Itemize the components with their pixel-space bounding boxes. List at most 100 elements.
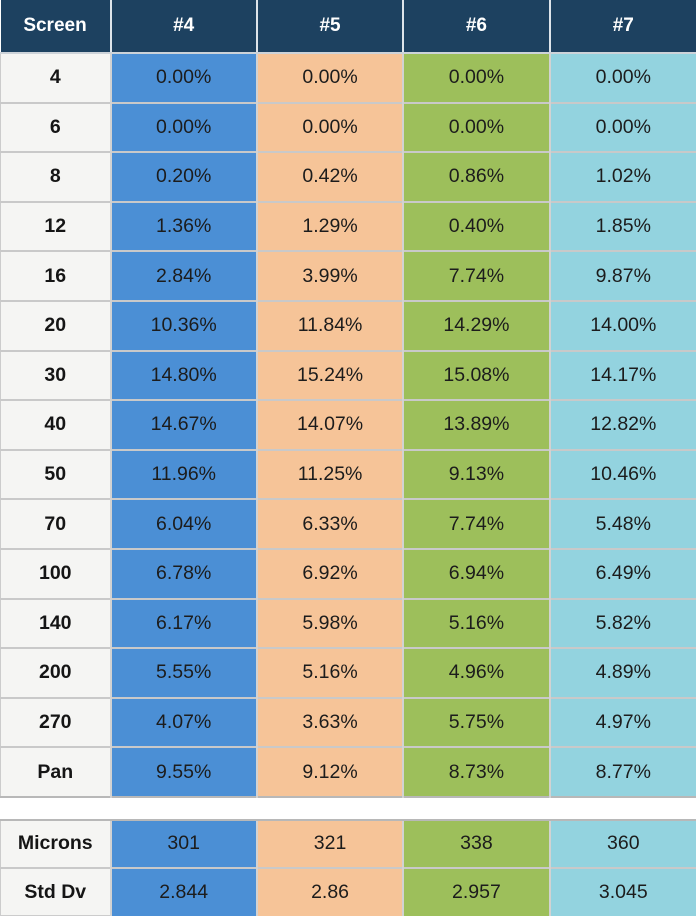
value-cell: 5.75% [403,698,549,748]
value-cell: 5.98% [257,599,403,649]
screen-label: 200 [1,648,111,698]
value-cell: 3.63% [257,698,403,748]
value-cell: 0.00% [550,53,696,103]
value-cell: 4.96% [403,648,549,698]
value-cell: 6.33% [257,499,403,549]
value-cell: 14.29% [403,301,549,351]
value-cell: 2.844 [111,868,257,916]
value-cell: 1.85% [550,202,696,252]
value-cell: 4.07% [111,698,257,748]
header-row: Screen #4 #5 #6 #7 [1,0,696,53]
spacer-body [1,797,696,820]
value-cell: 6.94% [403,549,549,599]
value-cell: 9.12% [257,747,403,797]
value-cell: 8.77% [550,747,696,797]
screen-label: Microns [1,820,111,868]
value-cell: 14.00% [550,301,696,351]
value-cell: 4.89% [550,648,696,698]
value-cell: 0.42% [257,152,403,202]
spacer-row [1,797,696,820]
value-cell: 0.86% [403,152,549,202]
value-cell: 338 [403,820,549,868]
value-cell: 10.36% [111,301,257,351]
screen-label: 4 [1,53,111,103]
value-cell: 2.84% [111,251,257,301]
value-cell: 11.84% [257,301,403,351]
value-cell: 14.17% [550,351,696,401]
value-cell: 9.55% [111,747,257,797]
value-cell: 3.99% [257,251,403,301]
value-cell: 5.48% [550,499,696,549]
spacer-cell [1,797,696,820]
value-cell: 11.25% [257,450,403,500]
screen-label: 140 [1,599,111,649]
screen-label: 16 [1,251,111,301]
value-cell: 301 [111,820,257,868]
screen-label: 40 [1,400,111,450]
value-cell: 5.82% [550,599,696,649]
screen-label: 100 [1,549,111,599]
value-cell: 0.00% [257,103,403,153]
value-cell: 5.55% [111,648,257,698]
column-header-sample-5: #5 [257,0,403,53]
value-cell: 6.78% [111,549,257,599]
screen-label: 30 [1,351,111,401]
value-cell: 0.00% [403,103,549,153]
value-cell: 14.80% [111,351,257,401]
value-cell: 12.82% [550,400,696,450]
value-cell: 0.00% [257,53,403,103]
screen-label: 12 [1,202,111,252]
screen-label: 20 [1,301,111,351]
column-header-screen: Screen [1,0,111,53]
value-cell: 5.16% [257,648,403,698]
value-cell: 5.16% [403,599,549,649]
value-cell: 14.67% [111,400,257,450]
screen-label: 70 [1,499,111,549]
value-cell: 15.24% [257,351,403,401]
value-cell: 0.00% [403,53,549,103]
value-cell: 10.46% [550,450,696,500]
value-cell: 14.07% [257,400,403,450]
value-cell: 1.29% [257,202,403,252]
value-cell: 13.89% [403,400,549,450]
column-header-sample-7: #7 [550,0,696,53]
value-cell: 15.08% [403,351,549,401]
value-cell: 9.13% [403,450,549,500]
value-cell: 360 [550,820,696,868]
value-cell: 0.00% [111,53,257,103]
value-cell: 6.04% [111,499,257,549]
value-cell: 0.40% [403,202,549,252]
value-cell: 3.045 [550,868,696,916]
value-cell: 2.86 [257,868,403,916]
value-cell: 7.74% [403,499,549,549]
value-cell: 7.74% [403,251,549,301]
value-cell: 6.49% [550,549,696,599]
value-cell: 0.00% [111,103,257,153]
column-header-sample-4: #4 [111,0,257,53]
value-cell: 6.17% [111,599,257,649]
value-cell: 2.957 [403,868,549,916]
value-cell: 0.00% [550,103,696,153]
value-cell: 321 [257,820,403,868]
value-cell: 1.02% [550,152,696,202]
screen-label: 8 [1,152,111,202]
value-cell: 9.87% [550,251,696,301]
